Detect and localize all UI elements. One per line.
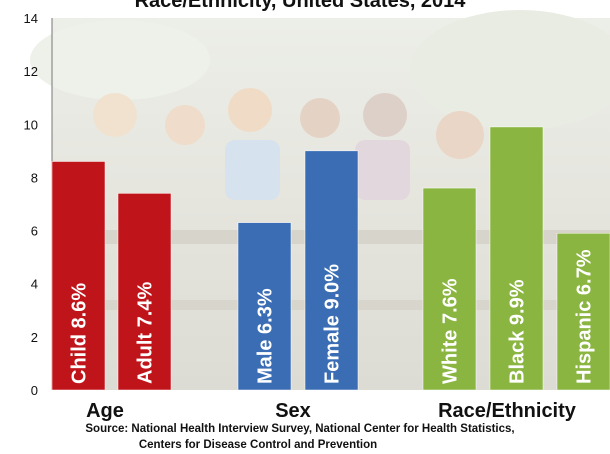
y-tick-label: 8 [31,170,38,185]
y-tick-label: 6 [31,224,38,239]
y-axis: 0 2 4 6 8 10 12 14 [24,11,38,398]
bar-child [51,161,106,391]
group-label-race-ethnicity: Race/Ethnicity [438,400,577,422]
bar-label-child: Child 8.6% [69,283,91,384]
source-line-2: Centers for Disease Control and Preventi… [139,439,377,451]
y-tick-label: 14 [24,11,38,26]
y-tick-label: 12 [24,64,38,79]
y-tick-label: 10 [24,117,38,132]
bar-label-male: Male 6.3% [255,288,277,384]
y-tick-label: 0 [31,383,38,398]
group-label-age: Age [86,400,124,422]
y-tick-label: 2 [31,330,38,345]
bar-label-black: Black 9.9% [507,279,529,384]
bar-label-adult: Adult 7.4% [135,282,157,384]
group-labels: Age Sex Race/Ethnicity [86,400,577,422]
bar-label-hispanic: Hispanic 6.7% [574,249,596,384]
source-line-1: Source: National Health Interview Survey… [85,423,514,435]
bar-label-female: Female 9.0% [322,264,344,384]
bar-female [304,150,359,391]
bar-white [422,187,477,391]
bar-male [237,222,292,391]
bar-label-white: White 7.6% [440,278,462,384]
chart-title: Race/Ethnicity, United States, 2014 [135,0,467,12]
group-label-sex: Sex [275,400,311,422]
bar-black [489,126,544,391]
bar-adult [117,193,172,391]
y-tick-label: 4 [31,277,38,292]
bar-hispanic [556,232,610,391]
bars: Child 8.6% Adult 7.4% Male 6.3% Female 9.0%… [51,126,610,391]
